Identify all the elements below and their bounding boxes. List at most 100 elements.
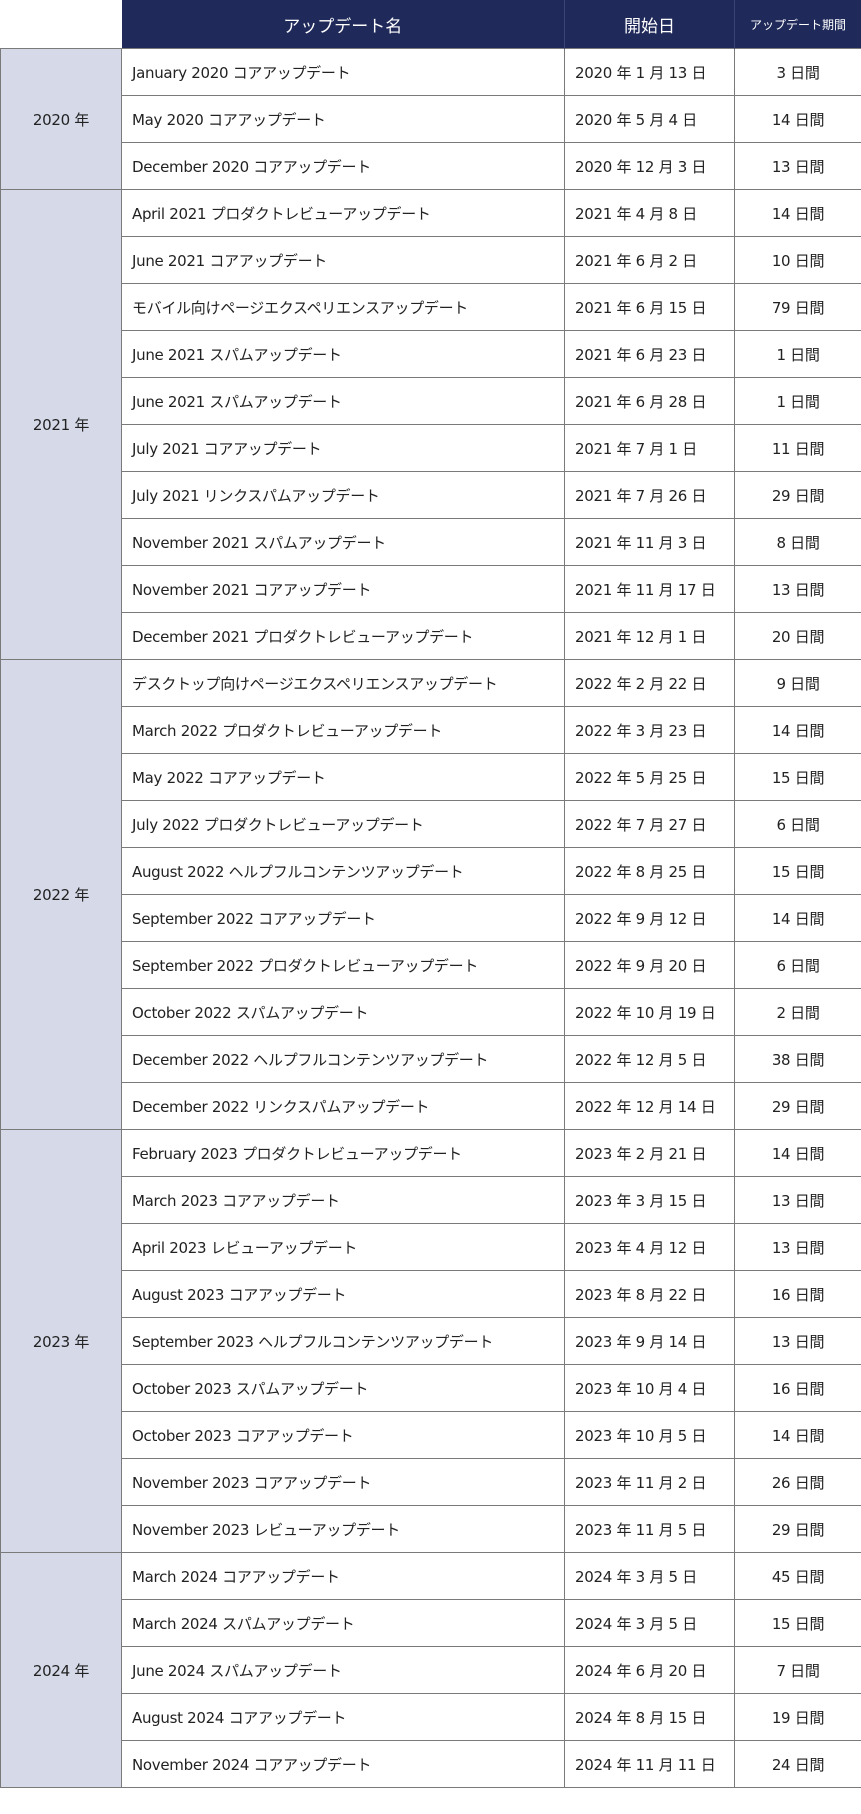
- start-date-cell: 2024 年 3 月 5 日: [564, 1552, 735, 1600]
- table-row: 2020 年 January 2020 コアアップデート 2020 年 1 月 13…: [0, 48, 861, 190]
- duration-cell: 45 日間: [734, 1552, 861, 1600]
- start-date-cell: 2023 年 4 月 12 日: [564, 1223, 735, 1271]
- update-name-cell: April 2021 プロダクトレビューアップデート: [121, 189, 565, 237]
- duration-cell: 13 日間: [734, 1176, 861, 1224]
- start-date-cell: 2024 年 3 月 5 日: [564, 1599, 735, 1647]
- start-date-cell: 2020 年 12 月 3 日: [564, 142, 735, 190]
- duration-cell: 16 日間: [734, 1364, 861, 1412]
- update-name-cell: November 2024 コアアップデート: [121, 1740, 565, 1788]
- header-row: アップデート名 開始日 アップデート期間: [0, 0, 861, 49]
- start-date-cell: 2022 年 12 月 5 日: [564, 1035, 735, 1083]
- duration-cell: 38 日間: [734, 1035, 861, 1083]
- table-row: November 2024 コアアップデート 2024 年 11 月 11 日 24…: [1, 1740, 861, 1788]
- table-row: December 2021 プロダクトレビューアップデート 2021 年 12 月…: [1, 612, 861, 660]
- duration-cell: 15 日間: [734, 753, 861, 801]
- table-row: November 2021 コアアップデート 2021 年 11 月 17 日 13…: [1, 565, 861, 613]
- table-row: December 2022 リンクスパムアップデート 2022 年 12 月 14…: [1, 1082, 861, 1130]
- start-date-cell: 2024 年 11 月 11 日: [564, 1740, 735, 1788]
- table-body: 2020 年 January 2020 コアアップデート 2020 年 1 月 13…: [0, 48, 861, 1788]
- duration-cell: 3 日間: [734, 48, 861, 96]
- duration-cell: 13 日間: [734, 142, 861, 190]
- duration-cell: 1 日間: [734, 377, 861, 425]
- start-date-cell: 2023 年 3 月 15 日: [564, 1176, 735, 1224]
- duration-cell: 14 日間: [734, 1411, 861, 1459]
- update-name-cell: August 2023 コアアップデート: [121, 1270, 565, 1318]
- update-name-cell: July 2021 コアアップデート: [121, 424, 565, 472]
- update-name-cell: June 2021 スパムアップデート: [121, 330, 565, 378]
- update-name-cell: June 2024 スパムアップデート: [121, 1646, 565, 1694]
- duration-cell: 29 日間: [734, 1082, 861, 1130]
- start-date-cell: 2022 年 12 月 14 日: [564, 1082, 735, 1130]
- update-name-cell: November 2021 スパムアップデート: [121, 518, 565, 566]
- header-duration: アップデート期間: [734, 0, 861, 49]
- update-name-cell: July 2022 プロダクトレビューアップデート: [121, 800, 565, 848]
- duration-cell: 14 日間: [734, 189, 861, 237]
- update-name-cell: March 2024 コアアップデート: [121, 1552, 565, 1600]
- table-row: August 2024 コアアップデート 2024 年 8 月 15 日 19 日間: [1, 1693, 861, 1741]
- start-date-cell: 2022 年 3 月 23 日: [564, 706, 735, 754]
- table-row: August 2022 ヘルプフルコンテンツアップデート 2022 年 8 月 2…: [1, 847, 861, 895]
- duration-cell: 9 日間: [734, 659, 861, 707]
- start-date-cell: 2022 年 2 月 22 日: [564, 659, 735, 707]
- start-date-cell: 2021 年 11 月 3 日: [564, 518, 735, 566]
- table-row: March 2022 プロダクトレビューアップデート 2022 年 3 月 23 …: [1, 706, 861, 754]
- year-cell: 2022 年: [0, 659, 122, 1130]
- duration-cell: 6 日間: [734, 941, 861, 989]
- start-date-cell: 2024 年 8 月 15 日: [564, 1693, 735, 1741]
- table-row: November 2023 コアアップデート 2023 年 11 月 2 日 26 …: [1, 1458, 861, 1506]
- duration-cell: 10 日間: [734, 236, 861, 284]
- update-name-cell: December 2020 コアアップデート: [121, 142, 565, 190]
- start-date-cell: 2021 年 7 月 26 日: [564, 471, 735, 519]
- update-name-cell: August 2024 コアアップデート: [121, 1693, 565, 1741]
- update-name-cell: June 2021 コアアップデート: [121, 236, 565, 284]
- update-name-cell: デスクトップ向けページエクスペリエンスアップデート: [121, 659, 565, 707]
- duration-cell: 7 日間: [734, 1646, 861, 1694]
- header-start-date: 開始日: [564, 0, 735, 49]
- duration-cell: 29 日間: [734, 471, 861, 519]
- duration-cell: 2 日間: [734, 988, 861, 1036]
- update-name-cell: December 2022 ヘルプフルコンテンツアップデート: [121, 1035, 565, 1083]
- start-date-cell: 2020 年 1 月 13 日: [564, 48, 735, 96]
- start-date-cell: 2021 年 7 月 1 日: [564, 424, 735, 472]
- table-row: August 2023 コアアップデート 2023 年 8 月 22 日 16 日間: [1, 1270, 861, 1318]
- duration-cell: 15 日間: [734, 1599, 861, 1647]
- table-header: アップデート名 開始日 アップデート期間: [0, 0, 861, 49]
- update-name-cell: May 2022 コアアップデート: [121, 753, 565, 801]
- update-name-cell: January 2020 コアアップデート: [121, 48, 565, 96]
- start-date-cell: 2021 年 6 月 23 日: [564, 330, 735, 378]
- table-row: March 2023 コアアップデート 2023 年 3 月 15 日 13 日間: [1, 1176, 861, 1224]
- update-name-cell: June 2021 スパムアップデート: [121, 377, 565, 425]
- update-name-cell: December 2021 プロダクトレビューアップデート: [121, 612, 565, 660]
- start-date-cell: 2020 年 5 月 4 日: [564, 95, 735, 143]
- update-name-cell: March 2022 プロダクトレビューアップデート: [121, 706, 565, 754]
- start-date-cell: 2022 年 8 月 25 日: [564, 847, 735, 895]
- start-date-cell: 2023 年 10 月 5 日: [564, 1411, 735, 1459]
- update-name-cell: August 2022 ヘルプフルコンテンツアップデート: [121, 847, 565, 895]
- table-row: July 2022 プロダクトレビューアップデート 2022 年 7 月 27 日…: [1, 800, 861, 848]
- duration-cell: 14 日間: [734, 894, 861, 942]
- start-date-cell: 2021 年 6 月 28 日: [564, 377, 735, 425]
- start-date-cell: 2022 年 10 月 19 日: [564, 988, 735, 1036]
- duration-cell: 29 日間: [734, 1505, 861, 1553]
- duration-cell: 79 日間: [734, 283, 861, 331]
- table-row: モバイル向けページエクスペリエンスアップデート 2021 年 6 月 15 日 79…: [1, 283, 861, 331]
- update-name-cell: November 2021 コアアップデート: [121, 565, 565, 613]
- year-cell: 2020 年: [0, 48, 122, 190]
- start-date-cell: 2023 年 11 月 5 日: [564, 1505, 735, 1553]
- table-row: June 2021 コアアップデート 2021 年 6 月 2 日 10 日間: [1, 236, 861, 284]
- start-date-cell: 2023 年 8 月 22 日: [564, 1270, 735, 1318]
- table-row: 2023 年 February 2023 プロダクトレビューアップデート 2023 …: [0, 1129, 861, 1553]
- duration-cell: 19 日間: [734, 1693, 861, 1741]
- duration-cell: 11 日間: [734, 424, 861, 472]
- update-name-cell: May 2020 コアアップデート: [121, 95, 565, 143]
- year-cell: 2024 年: [0, 1552, 122, 1788]
- table-row: December 2022 ヘルプフルコンテンツアップデート 2022 年 12 …: [1, 1035, 861, 1083]
- start-date-cell: 2022 年 7 月 27 日: [564, 800, 735, 848]
- duration-cell: 14 日間: [734, 706, 861, 754]
- update-name-cell: July 2021 リンクスパムアップデート: [121, 471, 565, 519]
- update-name-cell: March 2024 スパムアップデート: [121, 1599, 565, 1647]
